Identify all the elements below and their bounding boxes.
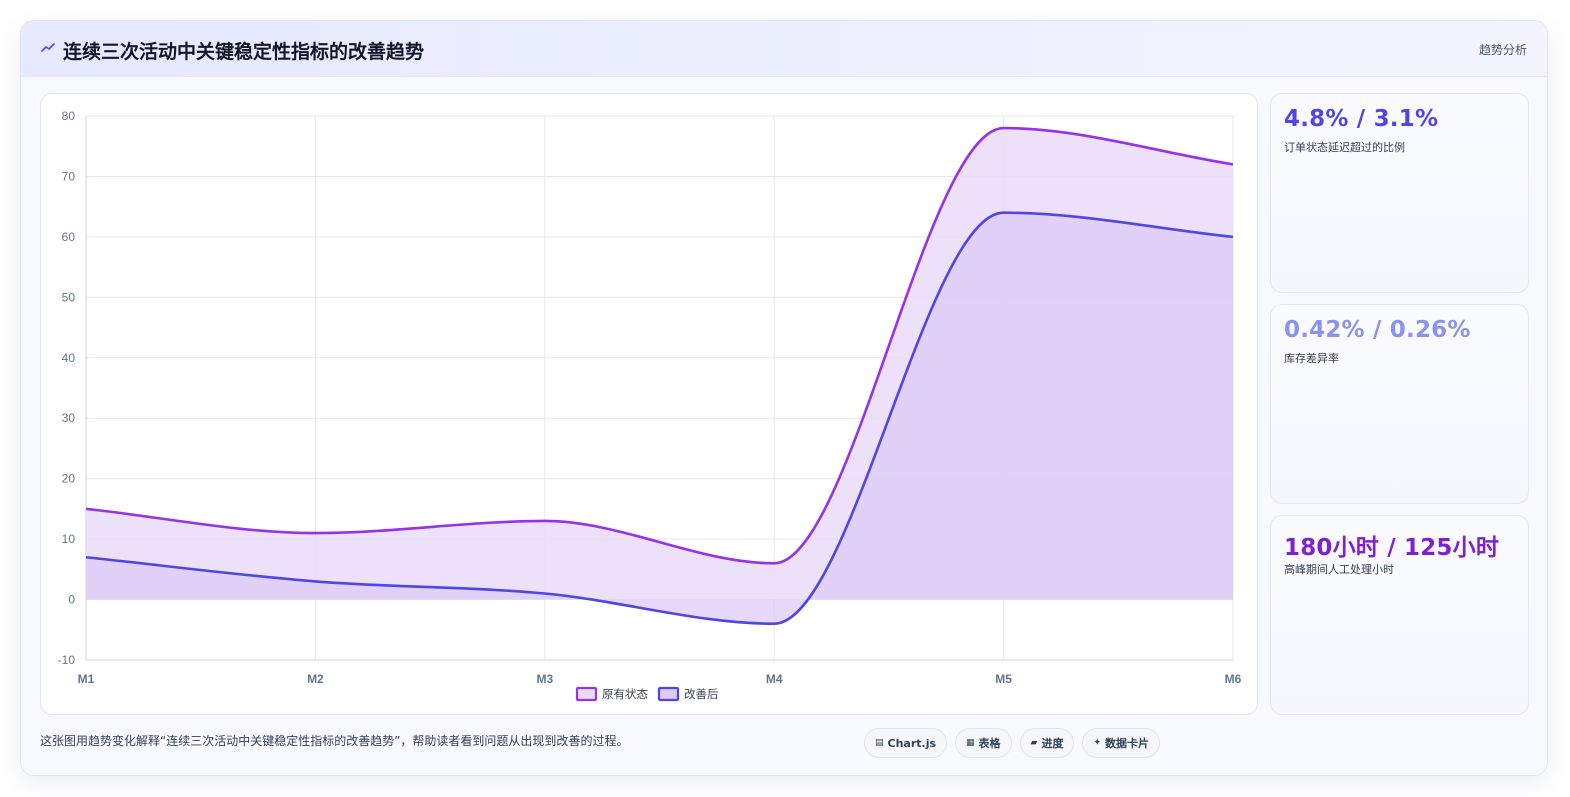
chip-label: 进度 [1041,737,1064,750]
y-tick-label: 0 [68,593,75,607]
chip-chartjs[interactable]: ▤ Chart.js [864,728,948,758]
y-tick-label: 20 [62,472,76,486]
kpi-label: 高峰期间人工处理小时 [1284,563,1394,576]
chip-label: 数据卡片 [1105,737,1150,750]
y-tick-label: -10 [58,653,76,667]
x-tick-label: M1 [78,672,95,686]
chart-footnote: 这张图用趋势变化解释“连续三次活动中关键稳定性指标的改善趋势”，帮助读者看到问题… [40,734,629,748]
chart-icon: ▤ [875,738,884,748]
progress-icon: ▰ [1030,738,1038,748]
y-tick-label: 50 [62,290,76,304]
data-point [772,622,776,626]
x-tick-label: M2 [307,672,324,686]
chip-label: Chart.js [887,736,937,750]
area-chart: -10 0 10 20 30 40 50 60 70 80 M1 M2 M3 M4 M5 M6 原有状态 改善后 [58,109,1242,702]
data-point [313,579,317,583]
card-header: 连续三次活动中关键稳定性指标的改善趋势 趋势分析 [21,21,1547,77]
data-point [1231,162,1235,166]
data-point [313,531,317,535]
kpi-value: 180小时 / 125小时 [1284,535,1500,561]
legend-swatch [575,686,598,702]
kpi-label: 订单状态延迟超过的比例 [1284,141,1405,154]
data-point [543,519,547,523]
kpi-card-manual-hours: 180小时 / 125小时 高峰期间人工处理小时 [1270,515,1529,715]
series-line-0 [85,126,1234,565]
page-title: 连续三次活动中关键稳定性指标的改善趋势 [63,41,425,63]
legend-label: 原有状态 [602,687,648,701]
data-point [84,555,88,559]
x-tick-label: M4 [766,672,783,686]
legend-label: 改善后 [684,687,719,701]
y-tick-label: 70 [62,169,76,183]
series-area-1 [86,212,1233,624]
trend-icon [41,43,55,52]
y-tick-label: 30 [62,411,76,425]
series-line-1 [85,211,1234,626]
table-icon: ▦ [966,738,975,748]
kpi-label: 库存差异率 [1284,352,1339,365]
x-tick-label: M6 [1225,672,1242,686]
chip-data-card[interactable]: ✦ 数据卡片 [1082,728,1161,758]
sparkle-icon: ✦ [1093,738,1102,748]
data-point [1002,126,1006,130]
kpi-value: 0.42% / 0.26% [1284,317,1471,343]
chip-label: 表格 [978,737,1001,750]
chip-table[interactable]: ▦ 表格 [955,728,1012,758]
dashboard-card: 连续三次活动中关键稳定性指标的改善趋势 趋势分析 -10 0 10 20 30 40 50 6… [20,20,1548,776]
kpi-card-order-delay: 4.8% / 3.1% 订单状态延迟超过的比例 [1270,93,1529,293]
legend-swatch [657,686,680,702]
y-tick-label: 60 [62,230,76,244]
data-point [772,561,776,565]
data-point [543,592,547,596]
header-tag: 趋势分析 [1478,43,1527,57]
x-tick-label: M3 [536,672,553,686]
data-point [84,507,88,511]
y-tick-label: 40 [62,351,76,365]
kpi-card-inventory-variance: 0.42% / 0.26% 库存差异率 [1270,304,1529,504]
y-tick-label: 80 [62,109,76,123]
y-tick-label: 10 [62,532,76,546]
kpi-value: 4.8% / 3.1% [1284,106,1439,132]
data-point [1002,211,1006,215]
x-tick-label: M5 [995,672,1012,686]
chart-panel: -10 0 10 20 30 40 50 60 70 80 M1 M2 M3 M4 M5 M6 原有状态 改善后 [40,93,1258,715]
chip-progress[interactable]: ▰ 进度 [1019,728,1075,758]
data-point [1231,235,1235,239]
chip-bar: ▤ Chart.js ▦ 表格 ▰ 进度 ✦ 数据卡片 [864,728,1161,758]
